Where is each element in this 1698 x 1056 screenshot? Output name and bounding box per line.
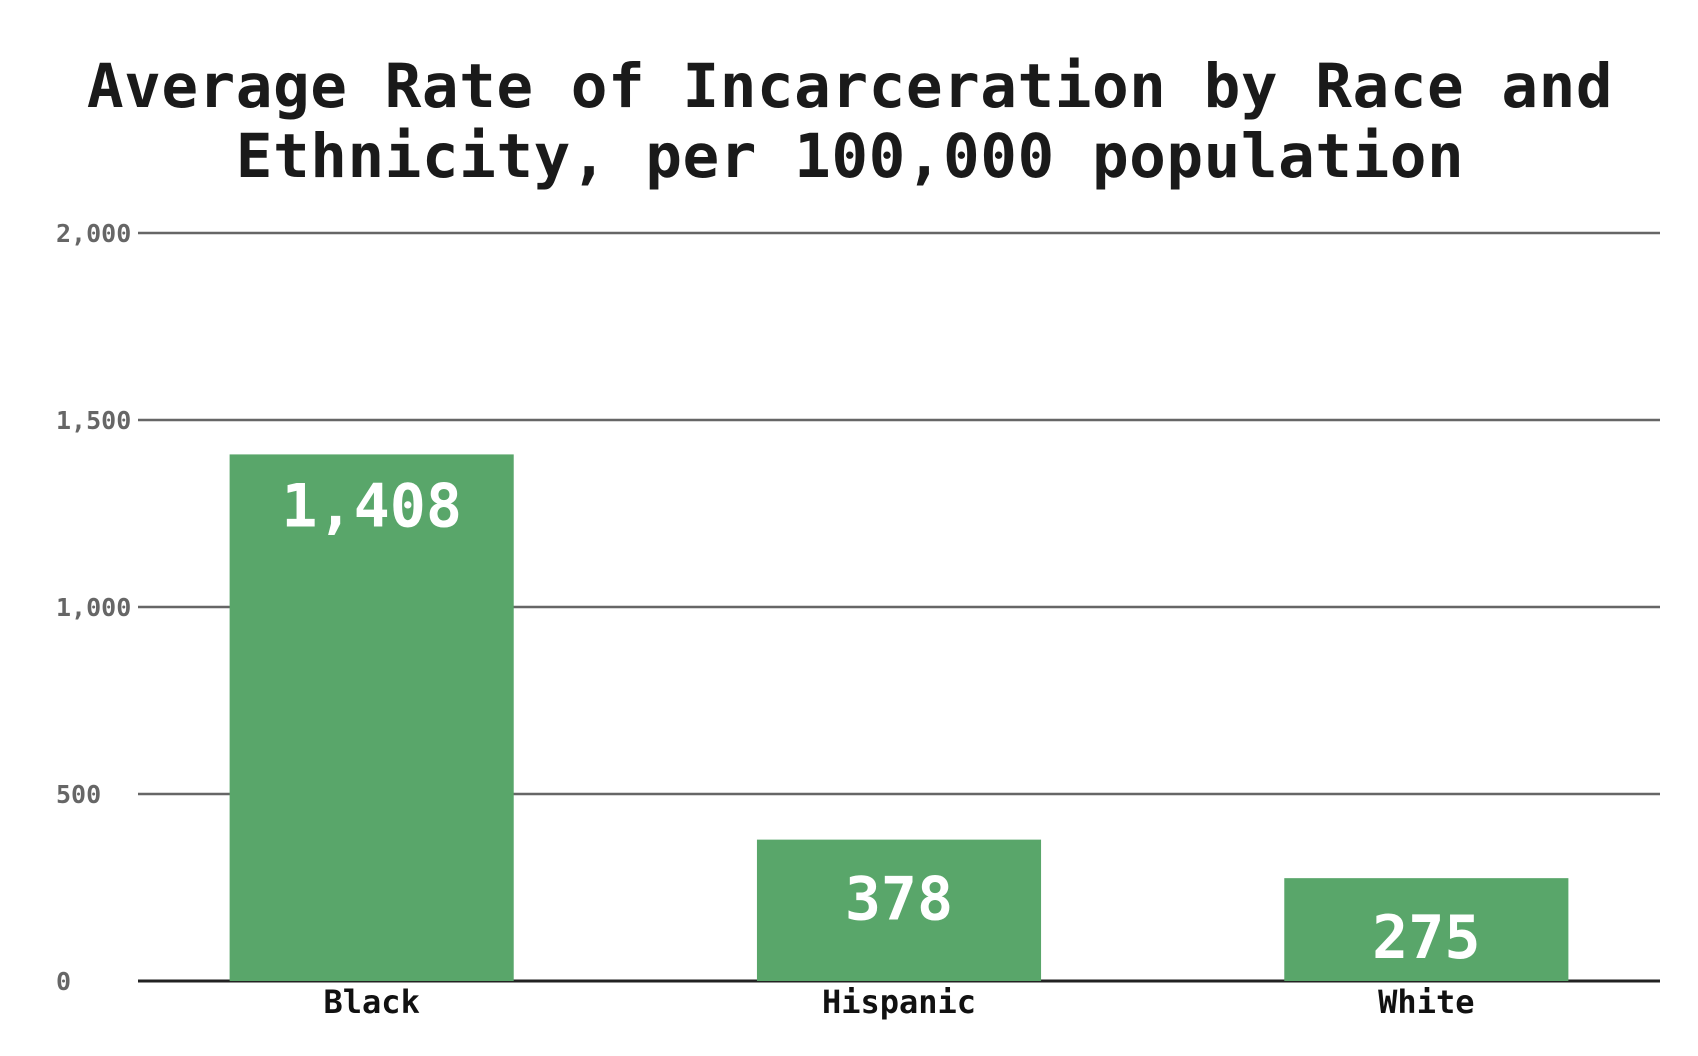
- x-tick-label: Black: [324, 983, 420, 1021]
- x-tick-label: Hispanic: [822, 983, 976, 1021]
- bars: [229, 454, 1569, 982]
- bar: [756, 839, 1042, 981]
- y-tick-label: 2,000: [56, 219, 131, 248]
- data-label: 378: [845, 865, 953, 935]
- bar: [1284, 878, 1569, 981]
- data-label: 1,408: [281, 471, 462, 541]
- bar: [229, 454, 514, 982]
- data-label: 275: [1372, 903, 1480, 973]
- labels: 0 500 1,000 1,500 2,000 1,408 Black 378 Hispanic…: [56, 219, 1481, 1021]
- x-tick-label: White: [1378, 983, 1474, 1021]
- y-tick-label: 500: [56, 780, 101, 809]
- y-tick-label: 0: [56, 967, 71, 996]
- chart-title: Average Rate of Incarceration by Race an…: [86, 51, 1614, 192]
- y-tick-label: 1,000: [56, 593, 131, 622]
- y-tick-label: 1,500: [56, 406, 131, 435]
